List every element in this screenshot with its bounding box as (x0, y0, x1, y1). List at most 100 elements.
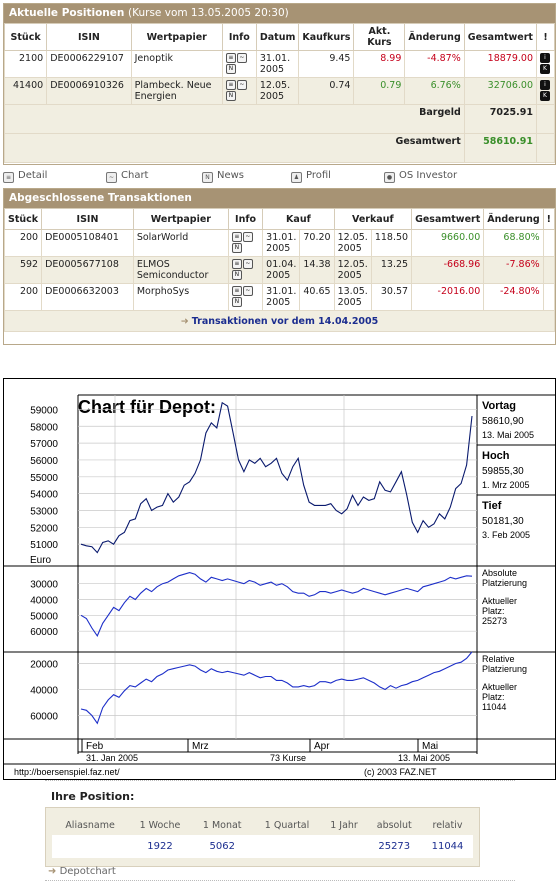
col-isin[interactable]: ISIN (41, 208, 134, 230)
info-date: 3. Feb 2005 (482, 530, 530, 540)
legend-profil[interactable]: ♟ Profil (291, 170, 331, 183)
y-tick-label: 52000 (30, 523, 58, 534)
col-stueck[interactable]: Stück (3, 23, 48, 51)
legend-news-label: News (217, 170, 245, 181)
col-gesamtwert[interactable]: Gesamtwert (411, 208, 485, 230)
wertpapier-link[interactable]: SolarWorld (132, 229, 229, 257)
x-tick-label: Mrz (192, 741, 209, 752)
verkauf-kurs-cell: 30.57 (370, 283, 413, 311)
chart-icon[interactable]: ~ (236, 80, 247, 90)
wertpapier-link[interactable]: Jenoptik (130, 50, 223, 78)
sell-icon[interactable]: K (540, 64, 550, 74)
legend-detail-label: Detail (18, 170, 48, 181)
col-alert: ! (542, 208, 556, 230)
older-transactions-link[interactable]: Transaktionen vor dem 14.04.2005 (191, 315, 379, 327)
info-icons: ≡ ~ N (221, 50, 257, 78)
chart-icon[interactable]: ~ (242, 232, 253, 242)
x-start-label: 31. Jan 2005 (86, 753, 138, 763)
news-icon[interactable]: N (231, 297, 242, 307)
legend-news[interactable]: N News (202, 170, 244, 183)
alias-value (52, 835, 129, 858)
bargeld-row: Bargeld 7025.91 (4, 104, 555, 134)
news-icon: N (202, 172, 213, 183)
news-icon[interactable]: N (231, 270, 242, 280)
divider (45, 880, 515, 881)
kauf-kurs-cell: 40.65 (299, 283, 335, 311)
info-value: 11044 (482, 702, 506, 712)
y-tick-label: 40000 (30, 686, 58, 697)
chart-copyright: (c) 2003 FAZ.NET (364, 767, 437, 777)
col-verkauf[interactable]: Verkauf (333, 208, 413, 230)
col-relativ: relativ (422, 816, 473, 835)
y-tick-label: 58000 (30, 422, 58, 433)
wertpapier-link[interactable]: Plambeck. Neue Energien (130, 77, 223, 105)
chart-icon[interactable]: ~ (236, 53, 247, 63)
detail-icon: ≡ (3, 172, 14, 183)
positions-table: Stück ISIN Wertpapier Info Datum Kaufkur… (3, 23, 555, 163)
detail-icon[interactable]: ≡ (225, 53, 236, 63)
legend-links: ≡ Detail ~ Chart N News ♟ Profil ● OS Investo… (3, 170, 554, 183)
info-label: Vortag (482, 400, 516, 412)
chart-icon[interactable]: ~ (242, 259, 253, 269)
col-isin[interactable]: ISIN (46, 23, 132, 51)
news-icon[interactable]: N (225, 91, 236, 101)
info-icon[interactable]: i (540, 80, 550, 90)
table-row: 2100 DE0006229107 Jenoptik ≡ ~ N 31.01. 20… (3, 50, 555, 78)
col-wertpapier[interactable]: Wertpapier (130, 23, 223, 51)
kauf-kurs-cell: 70.20 (299, 229, 335, 257)
table-row: 592 DE0005677108 ELMOS Semiconductor ≡ ~ N… (3, 256, 556, 284)
isin-cell: DE0006632003 (41, 283, 134, 311)
gesamtwert-label: Gesamtwert (4, 133, 465, 163)
col-1-monat: 1 Monat (191, 816, 253, 835)
info-date: 13. Mai 2005 (482, 430, 534, 440)
detail-icon[interactable]: ≡ (231, 286, 242, 296)
detail-icon[interactable]: ≡ (231, 232, 242, 242)
detail-icon[interactable]: ≡ (231, 259, 242, 269)
col-gesamtwert[interactable]: Gesamtwert (463, 23, 538, 51)
depotchart-link[interactable]: ➜ Depotchart (48, 866, 116, 877)
kauf-datum-cell: 01.04. 2005 (262, 256, 301, 284)
aenderung-cell: -4.87% (404, 50, 465, 78)
col-aenderung[interactable]: Änderung (483, 208, 544, 230)
col-stueck[interactable]: Stück (3, 208, 43, 230)
detail-icon[interactable]: ≡ (225, 80, 236, 90)
series-line-1 (80, 401, 473, 554)
table-row: 1922 5062 25273 11044 (52, 835, 473, 858)
positions-panel: Aktuelle Positionen (Kurse vom 13.05.200… (3, 3, 556, 165)
legend-os-investor[interactable]: ● OS Investor (384, 170, 457, 183)
col-alert: ! (536, 23, 555, 51)
info-label: Hoch (482, 450, 510, 462)
col-akt-kurs[interactable]: Akt. Kurs (353, 23, 406, 51)
info-icon[interactable]: i (540, 53, 550, 63)
transactions-table: Stück ISIN Wertpapier Info Kauf Verkauf … (3, 208, 556, 332)
sell-icon[interactable]: K (540, 91, 550, 101)
legend-chart[interactable]: ~ Chart (106, 170, 148, 183)
verkauf-kurs-cell: 118.50 (370, 229, 413, 257)
legend-os-investor-label: OS Investor (399, 170, 458, 181)
gesamtwert-value: 58610.91 (463, 133, 538, 163)
info-label: Platzierung (482, 664, 527, 674)
col-wertpapier[interactable]: Wertpapier (132, 208, 229, 230)
chart-icon[interactable]: ~ (242, 286, 253, 296)
col-datum[interactable]: Datum (255, 23, 300, 51)
gesamtwert-cell: 18879.00 (463, 50, 538, 78)
aenderung-cell: -24.80% (483, 283, 544, 311)
news-icon[interactable]: N (231, 243, 242, 253)
info-sub: Platz: (482, 692, 505, 702)
datum-cell: 31.01. 2005 (255, 50, 300, 78)
col-kauf[interactable]: Kauf (262, 208, 335, 230)
my-position-table: Aliasname 1 Woche 1 Monat 1 Quartal 1 Ja… (52, 816, 473, 858)
col-kaufkurs[interactable]: Kaufkurs (298, 23, 355, 51)
bargeld-value: 7025.91 (463, 104, 538, 134)
legend-chart-label: Chart (121, 170, 149, 181)
col-aliasname: Aliasname (52, 816, 129, 835)
news-icon[interactable]: N (225, 64, 236, 74)
y-tick-label: 30000 (30, 580, 58, 591)
col-aenderung[interactable]: Änderung (404, 23, 465, 51)
legend-detail[interactable]: ≡ Detail (3, 170, 47, 183)
x-mid-label: 73 Kurse (270, 753, 306, 763)
col-1-jahr: 1 Jahr (321, 816, 367, 835)
wertpapier-link[interactable]: ELMOS Semiconductor (132, 256, 229, 284)
wertpapier-link[interactable]: MorphoSys (132, 283, 229, 311)
